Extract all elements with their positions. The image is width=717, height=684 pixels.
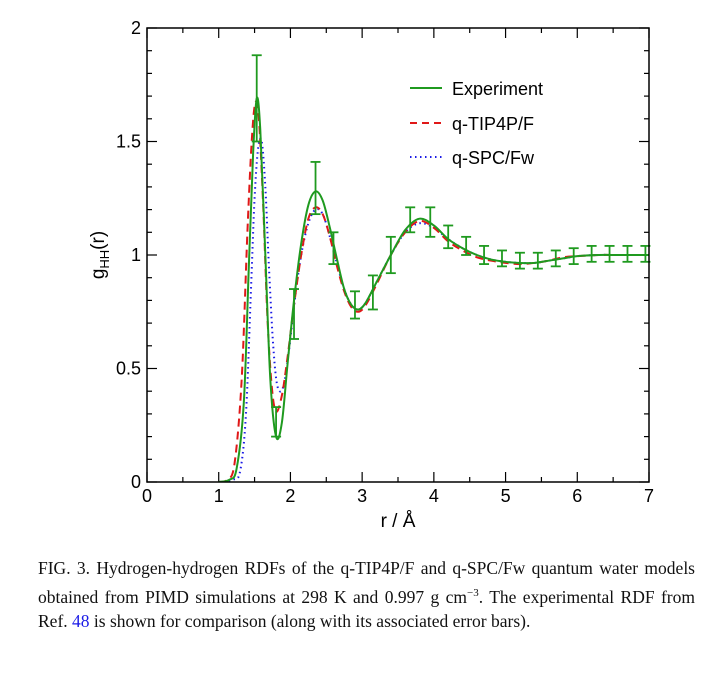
error-bar <box>586 245 597 263</box>
error-bar <box>496 249 507 268</box>
series-line-q-spc-fw <box>218 137 649 482</box>
legend-label-tip4p: q-TIP4P/F <box>452 114 534 134</box>
error-bar <box>443 224 454 250</box>
y-axis-label-subscript: HH <box>97 250 112 269</box>
y-tick-label: 1 <box>131 245 141 265</box>
x-tick-label: 3 <box>357 486 367 506</box>
error-bar <box>622 245 633 263</box>
y-tick-label: 1.5 <box>116 132 141 152</box>
error-bar <box>349 290 360 320</box>
error-bar <box>479 245 490 265</box>
y-tick-label: 2 <box>131 18 141 38</box>
axis-ticks <box>146 27 650 483</box>
error-bar <box>425 206 436 238</box>
error-bar <box>251 54 262 143</box>
legend-label-spc: q-SPC/Fw <box>452 148 535 168</box>
error-bar <box>550 249 561 268</box>
error-bar <box>461 235 472 256</box>
rdf-chart: 0 1 2 3 4 5 6 7 0 0.5 1 1.5 2 r / Å gHH(r) Experimen… <box>88 18 654 532</box>
error-bar <box>367 274 378 311</box>
x-tick-label: 2 <box>285 486 295 506</box>
y-axis-label: gHH(r) <box>88 231 112 279</box>
x-tick-label: 1 <box>214 486 224 506</box>
error-bar <box>568 247 579 265</box>
error-bars <box>251 54 651 438</box>
svg-text:gHH(r): gHH(r) <box>88 231 112 279</box>
reference-link[interactable]: 48 <box>72 610 90 631</box>
error-bar <box>289 288 300 340</box>
data-curves <box>218 96 649 482</box>
caption-superscript: −3 <box>467 586 479 599</box>
error-bar <box>271 406 282 438</box>
error-bar <box>310 161 321 216</box>
caption-text-end: is shown for comparison (along with its … <box>89 610 531 631</box>
error-bar <box>328 231 339 265</box>
error-bar <box>604 245 615 263</box>
series-line-experiment <box>218 96 649 482</box>
figure-caption: FIG. 3. Hydrogen-hydrogen RDFs of the q-… <box>38 556 695 633</box>
error-bar <box>514 251 525 270</box>
error-bar <box>385 235 396 275</box>
legend: Experiment q-TIP4P/F q-SPC/Fw <box>410 79 543 168</box>
y-axis-label-argument: (r) <box>88 231 109 250</box>
plot-frame <box>146 27 650 483</box>
x-tick-label: 0 <box>142 486 152 506</box>
y-tick-label: 0.5 <box>116 359 141 379</box>
error-bar <box>532 251 543 270</box>
x-tick-label: 6 <box>572 486 582 506</box>
y-axis-label-main: g <box>88 269 109 280</box>
caption-text-start: FIG. 3. Hydrogen-hydrogen RDFs of the q-… <box>38 558 695 607</box>
tick-labels: 0 1 2 3 4 5 6 7 0 0.5 1 1.5 2 <box>116 18 654 506</box>
series-line-q-tip4p-f <box>218 100 649 482</box>
x-tick-label: 7 <box>644 486 654 506</box>
caption-text-mid: . The experimental RDF from Ref. <box>38 586 695 631</box>
error-bar <box>405 206 416 234</box>
x-tick-label: 5 <box>501 486 511 506</box>
x-axis-label: r / Å <box>381 511 416 532</box>
y-tick-label: 0 <box>131 472 141 492</box>
legend-label-experiment: Experiment <box>452 79 543 99</box>
x-tick-label: 4 <box>429 486 439 506</box>
